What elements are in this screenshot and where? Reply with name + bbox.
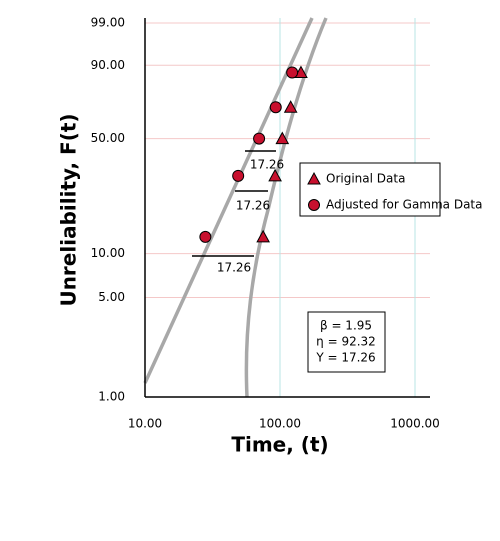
shift-label: 17.26: [236, 199, 270, 213]
x-tick-label: 100.00: [259, 417, 301, 431]
circle-marker: [199, 230, 212, 243]
circle-marker: [286, 66, 299, 79]
y-tick-label: 99.00: [91, 16, 125, 30]
circle-marker: [308, 199, 320, 211]
parameter: β = 1.95: [320, 319, 372, 333]
y-tick-label: 50.00: [91, 131, 125, 145]
triangle-marker: [275, 131, 290, 145]
legend: [299, 162, 441, 217]
parameter: Υ = 17.26: [315, 351, 375, 365]
y-tick-label: 90.00: [91, 58, 125, 72]
fit-line: [143, 17, 314, 384]
parameter: η = 92.32: [316, 335, 376, 349]
parameter-box: [307, 311, 386, 373]
shift-label: 17.26: [250, 158, 284, 172]
legend-label: Adjusted for Gamma Data: [326, 198, 483, 212]
x-tick-label: 1000.00: [390, 417, 440, 431]
y-tick-label: 1.00: [98, 390, 125, 404]
triangle-marker: [307, 171, 321, 185]
circle-marker: [269, 101, 282, 114]
x-tick-label: 10.00: [128, 417, 162, 431]
triangle-marker: [256, 229, 270, 243]
circle-marker: [253, 132, 266, 145]
shift-arrows: [192, 150, 276, 257]
circle-marker: [232, 169, 245, 182]
x-axis-title: Time, (t): [231, 433, 328, 457]
y-axis-title: Unreliability, F(t): [57, 113, 81, 306]
y-tick-label: 10.00: [91, 246, 125, 260]
shift-label: 17.26: [217, 261, 251, 275]
y-tick-label: 5.00: [98, 290, 125, 304]
legend-label: Original Data: [326, 172, 405, 186]
triangle-marker: [283, 100, 298, 113]
triangle-marker: [268, 168, 282, 182]
